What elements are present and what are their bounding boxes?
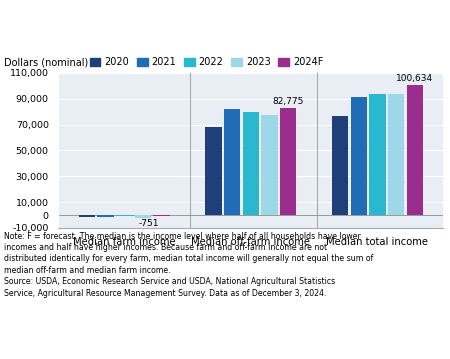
Bar bbox=[116, 215, 133, 216]
Bar bbox=[135, 215, 151, 218]
Bar bbox=[79, 215, 95, 217]
Bar bbox=[388, 94, 405, 215]
Bar bbox=[243, 112, 259, 215]
Bar bbox=[332, 116, 348, 215]
Bar bbox=[97, 215, 114, 217]
Bar bbox=[261, 115, 278, 215]
Bar bbox=[351, 97, 367, 215]
Text: 100,634: 100,634 bbox=[396, 74, 433, 83]
Bar bbox=[369, 94, 386, 215]
Bar bbox=[224, 109, 240, 215]
Text: Dollars (nominal): Dollars (nominal) bbox=[4, 57, 89, 67]
Text: Median farm income, off-farm income, and total income of U.S. farm
households, 2: Median farm income, off-farm income, and… bbox=[5, 14, 447, 36]
Bar bbox=[153, 215, 170, 216]
Text: Note: F = forecast. The median is the income level where half of all households : Note: F = forecast. The median is the in… bbox=[4, 232, 374, 298]
Legend: 2020, 2021, 2022, 2023, 2024F: 2020, 2021, 2022, 2023, 2024F bbox=[86, 53, 327, 71]
Bar bbox=[280, 108, 297, 215]
Bar bbox=[205, 127, 222, 215]
Text: -751: -751 bbox=[139, 219, 159, 228]
Bar bbox=[406, 85, 423, 215]
Text: 82,775: 82,775 bbox=[273, 97, 304, 106]
